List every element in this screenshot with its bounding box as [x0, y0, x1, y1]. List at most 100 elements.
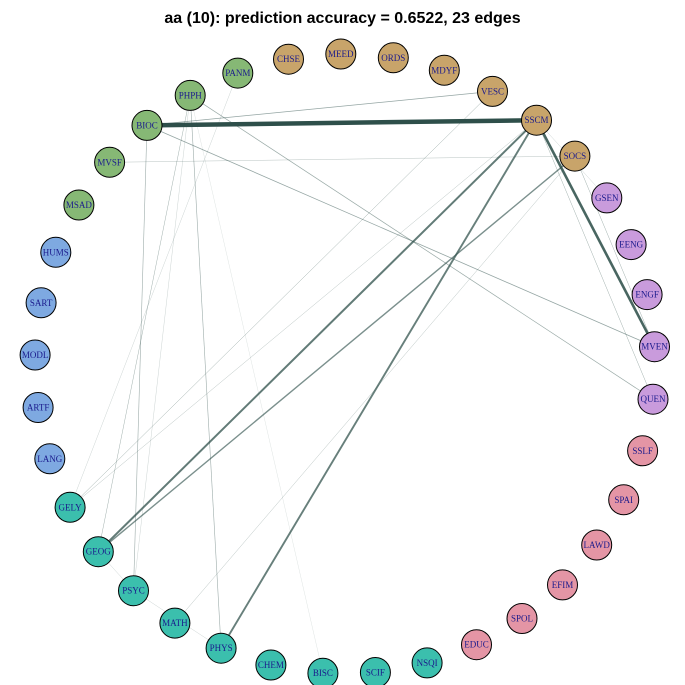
node-label: PHPH: [179, 90, 203, 100]
node-circle: [40, 236, 72, 268]
node-label: BISC: [313, 668, 333, 678]
node-psyc: PSYC: [118, 575, 149, 607]
node-label: PHYS: [210, 643, 233, 653]
node-circle: [627, 435, 659, 467]
node-circle: [205, 632, 237, 664]
node-label: GSEN: [595, 193, 619, 203]
node-label: BIOC: [136, 120, 158, 130]
node-label: ORDS: [381, 53, 405, 63]
edge-phph-quen: [190, 95, 654, 400]
node-label: HUMS: [43, 247, 69, 257]
node-label: QUEN: [641, 394, 666, 404]
node-gely: GELY: [54, 491, 86, 523]
node-educ: EDUC: [461, 629, 492, 661]
graph-title: aa (10): prediction accuracy = 0.6522, 2…: [164, 10, 521, 27]
node-circle: [477, 75, 508, 107]
node-hums: HUMS: [40, 236, 72, 268]
edge-socs-math: [174, 155, 576, 624]
node-label: EENG: [619, 240, 643, 250]
node-circle: [377, 42, 409, 74]
node-label: SSCM: [524, 115, 548, 125]
node-sscm: SSCM: [521, 104, 552, 136]
node-vesc: VESC: [477, 75, 508, 107]
node-mdyf: MDYF: [428, 54, 460, 86]
node-circle: [63, 189, 95, 221]
node-socs: SOCS: [559, 140, 591, 172]
node-circle: [411, 647, 443, 679]
edge-sscm-quen: [536, 120, 654, 400]
node-engf: ENGF: [631, 279, 663, 311]
node-label: CHEM: [258, 660, 284, 670]
node-ords: ORDS: [377, 42, 409, 74]
node-label: EFIM: [552, 580, 574, 590]
edge-bioc-vesc: [146, 91, 493, 126]
node-scif: SCIF: [359, 657, 391, 685]
node-circle: [428, 54, 460, 86]
node-circle: [581, 529, 613, 561]
node-label: MDYF: [431, 65, 457, 75]
node-circle: [307, 657, 339, 685]
node-label: LAWD: [584, 540, 611, 550]
node-label: CHSE: [277, 54, 301, 64]
edge-phph-geog: [98, 95, 191, 552]
node-artf: ARTF: [22, 392, 54, 423]
node-label: PSYC: [122, 586, 145, 596]
node-circle: [325, 38, 357, 70]
node-circle: [19, 339, 51, 371]
node-eeng: EENG: [615, 229, 647, 261]
node-bisc: BISC: [307, 657, 339, 685]
node-label: EDUC: [464, 640, 489, 650]
node-label: SOCS: [564, 151, 587, 161]
node-circle: [54, 491, 86, 523]
node-circle: [222, 57, 254, 89]
node-label: SART: [30, 298, 53, 308]
node-label: GEOG: [86, 547, 111, 557]
node-label: MODL: [22, 350, 49, 360]
node-modl: MODL: [19, 339, 51, 371]
node-label: VESC: [481, 86, 504, 96]
node-circle: [131, 109, 163, 141]
node-label: MVEN: [641, 342, 668, 352]
edge-phph-psyc: [133, 95, 191, 591]
edge-panm-gely: [69, 73, 238, 508]
edge-phph-phys: [189, 95, 222, 649]
edge-socs-geog: [97, 155, 576, 553]
node-circle: [118, 575, 149, 607]
node-sart: SART: [25, 287, 57, 319]
node-bioc: BIOC: [131, 109, 163, 141]
edge-vesc-gely: [69, 91, 493, 508]
node-label: ENGF: [635, 290, 659, 300]
edge-sscm-mven: [535, 119, 656, 348]
node-label: NSQI: [417, 658, 438, 668]
node-label: MVSF: [97, 157, 122, 167]
node-sslf: SSLF: [627, 435, 659, 467]
node-circle: [359, 657, 391, 685]
node-label: SCIF: [366, 668, 385, 678]
node-circle: [25, 287, 57, 319]
node-label: ARTF: [27, 403, 49, 413]
node-circle: [82, 536, 114, 568]
node-lawd: LAWD: [581, 529, 613, 561]
node-circle: [255, 649, 287, 681]
node-msad: MSAD: [63, 189, 95, 221]
node-circle: [608, 484, 640, 516]
node-circle: [159, 607, 191, 639]
edge-bioc-psyc: [133, 125, 148, 591]
nodes-layer: CHSE MEED ORDS MDYF VESC SSCM SOCS GSEN EENG ENGF…: [19, 38, 670, 685]
node-math: MATH: [159, 607, 191, 639]
edge-bioc-mven: [146, 125, 655, 348]
node-circle: [94, 146, 126, 178]
node-geog: GEOG: [82, 536, 114, 568]
node-circle: [174, 79, 206, 111]
node-gsen: GSEN: [591, 182, 623, 214]
node-label: PANM: [225, 68, 250, 78]
node-label: SSLF: [632, 446, 653, 456]
node-circle: [591, 182, 623, 214]
node-circle: [637, 383, 669, 415]
node-circle: [547, 569, 578, 601]
node-chse: CHSE: [273, 43, 304, 75]
edges-layer: [69, 73, 656, 674]
node-circle: [461, 629, 492, 661]
edge-sscm-geog: [97, 119, 538, 553]
